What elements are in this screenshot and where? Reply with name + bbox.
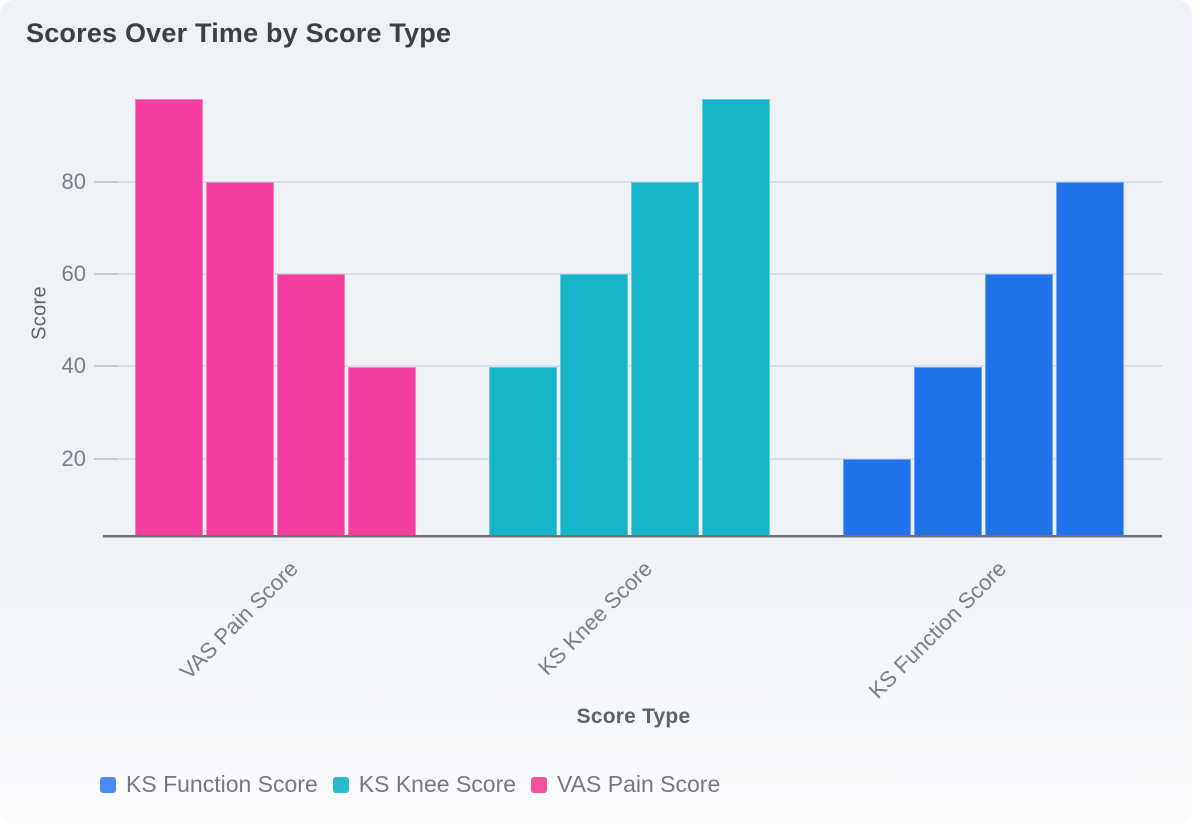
y-tick-label-40: 40 <box>61 353 86 378</box>
bar-ks-knee-score-4[interactable] <box>702 99 770 537</box>
legend-label: KS Function Score <box>126 771 318 797</box>
bar-ks-function-score-3[interactable] <box>985 274 1053 537</box>
bar-ks-function-score-1[interactable] <box>843 458 911 537</box>
gridline-20 <box>94 458 1162 460</box>
y-tick-label-80: 80 <box>61 169 86 194</box>
legend-item-ks-knee-score[interactable]: KS Knee Score <box>332 771 517 798</box>
legend-item-vas-pain-score[interactable]: VAS Pain Score <box>531 771 720 798</box>
chart-legend: KS Function Score KS Knee Score VAS Pain S… <box>100 771 720 798</box>
y-tick-mark-40 <box>94 365 118 367</box>
y-axis-title: Score <box>28 286 51 340</box>
bar-vas-pain-score-3[interactable] <box>277 274 345 537</box>
x-axis-line <box>103 535 1162 538</box>
legend-label: KS Knee Score <box>358 771 517 797</box>
x-axis-title: Score Type <box>576 705 691 728</box>
bar-ks-knee-score-1[interactable] <box>489 366 557 537</box>
legend-swatch-icon <box>332 776 349 793</box>
y-tick-mark-60 <box>94 273 118 275</box>
bar-vas-pain-score-2[interactable] <box>206 182 274 537</box>
x-tick-label-ks-function-score: KS Function Score <box>863 556 1012 704</box>
x-tick-label-ks-knee-score: KS Knee Score <box>533 556 658 681</box>
bar-ks-function-score-4[interactable] <box>1056 182 1124 537</box>
legend-item-ks-function-score[interactable]: KS Function Score <box>100 771 318 798</box>
legend-swatch-icon <box>100 776 116 793</box>
bar-ks-function-score-2[interactable] <box>914 366 982 537</box>
gridline-80 <box>94 181 1162 183</box>
gridline-40 <box>94 365 1162 367</box>
legend-swatch-icon <box>531 776 548 793</box>
gridline-60 <box>94 273 1162 275</box>
x-tick-label-vas-pain-score: VAS Pain Score <box>175 556 304 685</box>
bar-vas-pain-score-1[interactable] <box>135 99 203 537</box>
bar-ks-knee-score-3[interactable] <box>631 182 699 537</box>
bar-vas-pain-score-4[interactable] <box>348 366 416 537</box>
y-tick-mark-20 <box>94 458 118 460</box>
y-tick-label-20: 20 <box>61 446 86 471</box>
y-tick-mark-80 <box>94 181 118 183</box>
y-tick-label-60: 60 <box>61 261 86 286</box>
chart-title: Scores Over Time by Score Type <box>26 18 452 48</box>
legend-label: VAS Pain Score <box>557 771 721 797</box>
bar-ks-knee-score-2[interactable] <box>560 274 628 537</box>
